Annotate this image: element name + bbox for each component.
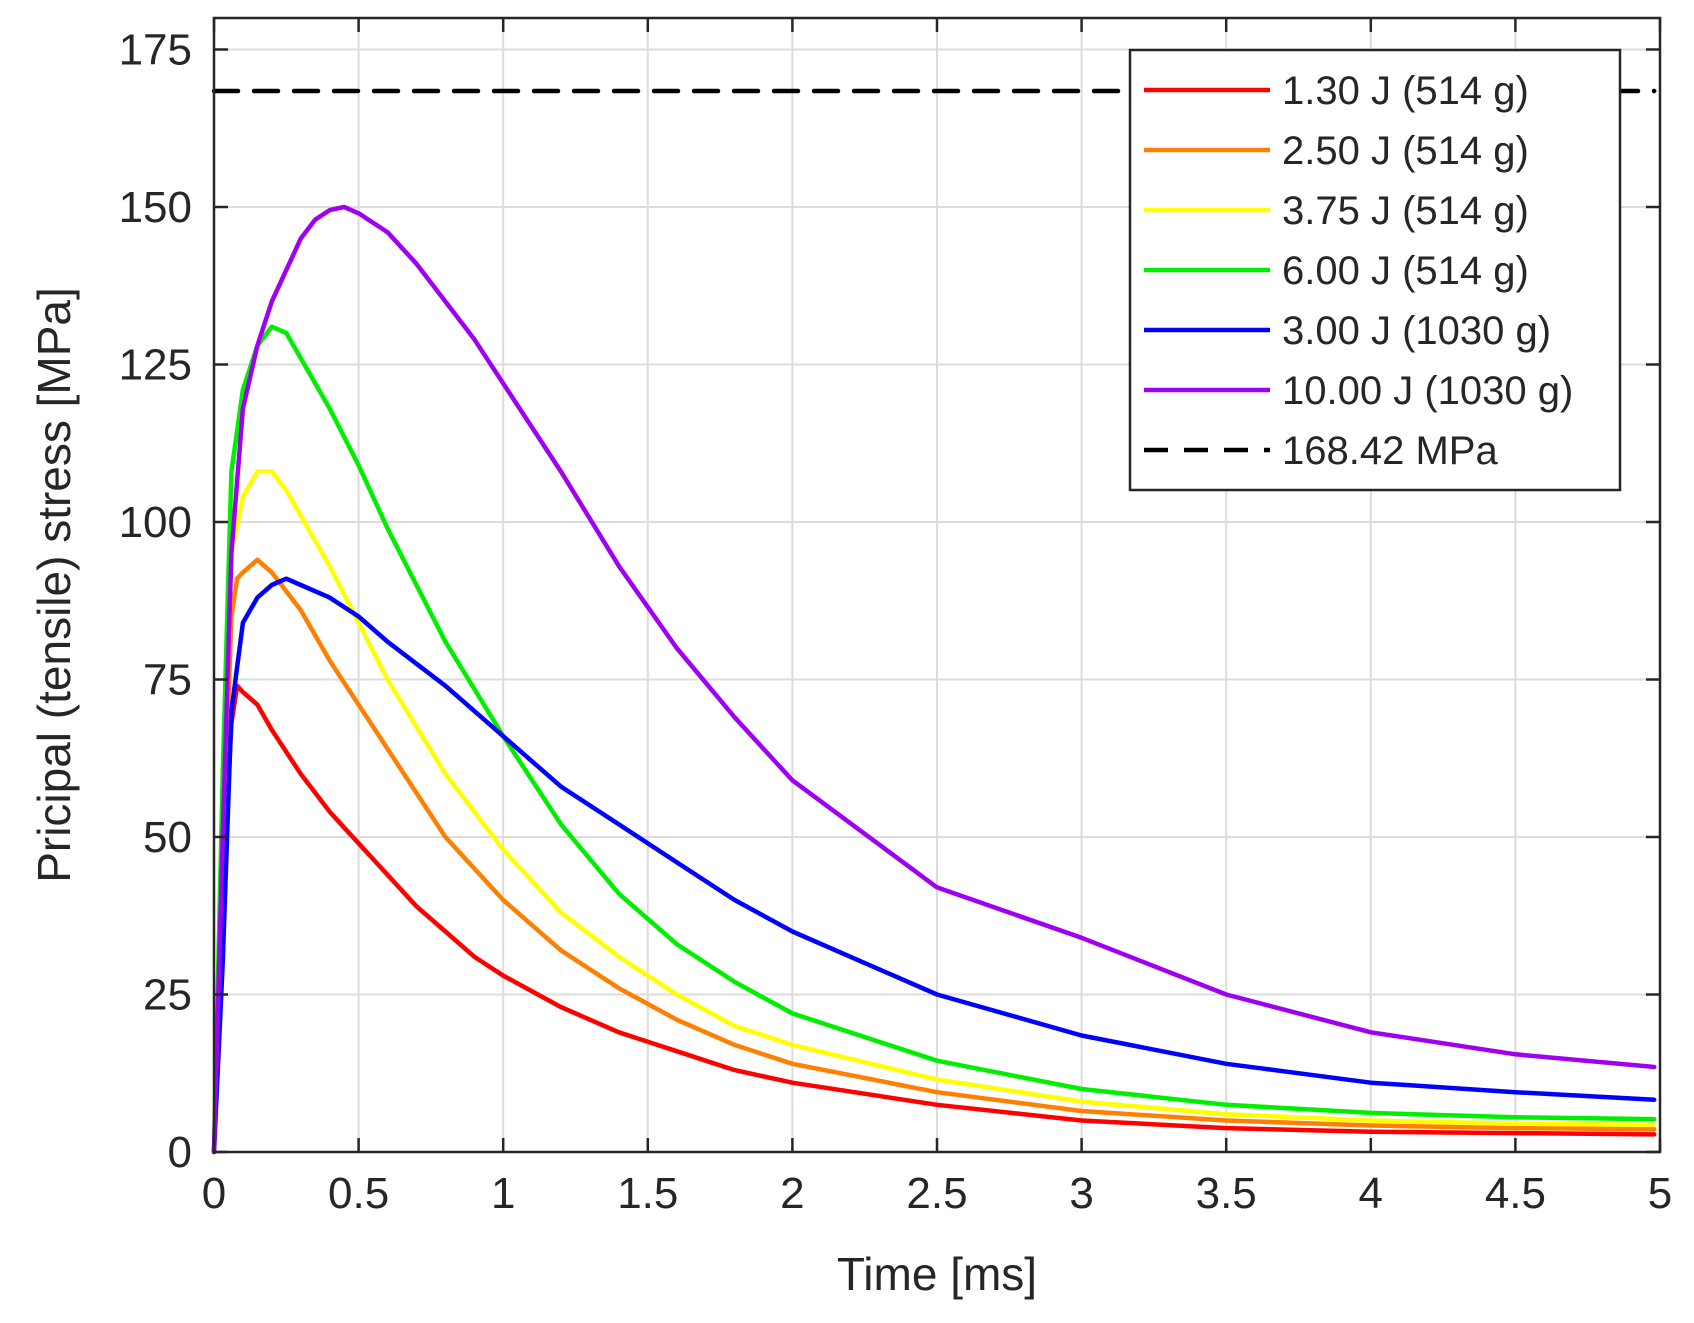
x-axis-label: Time [ms] bbox=[837, 1248, 1037, 1300]
y-tick-label: 125 bbox=[119, 341, 192, 390]
x-tick-label: 0.5 bbox=[328, 1169, 389, 1218]
x-tick-label: 1 bbox=[491, 1169, 515, 1218]
x-tick-label: 4 bbox=[1359, 1169, 1383, 1218]
series-line-3-75-j-514-g bbox=[211, 469, 1657, 1155]
x-tick-label: 3 bbox=[1069, 1169, 1093, 1218]
y-tick-label: 150 bbox=[119, 183, 192, 232]
series-group bbox=[211, 88, 1657, 1155]
legend-label: 168.42 MPa bbox=[1282, 429, 1498, 473]
x-tick-label: 4.5 bbox=[1485, 1169, 1546, 1218]
series-line-1-30-j-514-g bbox=[211, 683, 1657, 1155]
x-tick-label: 3.5 bbox=[1196, 1169, 1257, 1218]
y-tick-label: 25 bbox=[143, 971, 192, 1020]
y-tick-label: 175 bbox=[119, 26, 192, 75]
x-tick-label: 5 bbox=[1648, 1169, 1672, 1218]
x-tick-label: 0 bbox=[202, 1169, 226, 1218]
y-tick-label: 50 bbox=[143, 813, 192, 862]
legend-label: 1.30 J (514 g) bbox=[1282, 69, 1529, 113]
series-line-3-00-j-1030-g bbox=[211, 576, 1657, 1155]
y-tick-label: 0 bbox=[168, 1128, 192, 1177]
legend-label: 3.00 J (1030 g) bbox=[1282, 309, 1551, 353]
series-line-10-00-j-1030-g bbox=[211, 204, 1657, 1155]
legend-label: 6.00 J (514 g) bbox=[1282, 249, 1529, 293]
y-axis-label: Pricipal (tensile) stress [MPa] bbox=[28, 287, 80, 883]
y-tick-label: 75 bbox=[143, 656, 192, 705]
x-tick-label: 1.5 bbox=[617, 1169, 678, 1218]
legend: 1.30 J (514 g) 2.50 J (514 g) 3.75 J (514 … bbox=[1128, 48, 1622, 492]
x-tick-label: 2.5 bbox=[906, 1169, 967, 1218]
legend-label: 10.00 J (1030 g) bbox=[1282, 369, 1573, 413]
legend-label: 3.75 J (514 g) bbox=[1282, 189, 1529, 233]
y-tick-label: 100 bbox=[119, 498, 192, 547]
series-line-2-50-j-514-g bbox=[211, 557, 1657, 1155]
legend-label: 2.50 J (514 g) bbox=[1282, 129, 1529, 173]
x-tick-label: 2 bbox=[780, 1169, 804, 1218]
